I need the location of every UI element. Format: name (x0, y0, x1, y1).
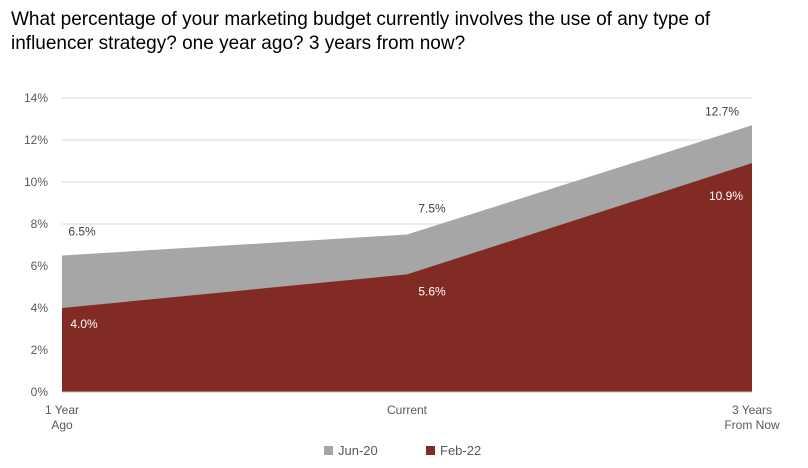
data-label-jun-20: 12.7% (705, 104, 739, 118)
x-tick-label: Ago (51, 418, 73, 432)
legend-label-jun-20: Jun-20 (338, 443, 378, 458)
data-labels: 6.5% 7.5% 12.7% 4.0% 5.6% 10.9% (68, 104, 743, 331)
data-label-jun-20: 6.5% (68, 225, 96, 239)
y-tick-label: 4% (31, 301, 49, 315)
x-tick-label: From Now (724, 418, 780, 432)
y-tick-label: 8% (31, 217, 49, 231)
x-tick-label: Current (387, 403, 428, 417)
area-series-feb-22 (62, 163, 752, 392)
data-label-feb-22: 4.0% (70, 317, 98, 331)
y-tick-label: 12% (24, 133, 48, 147)
data-label-feb-22: 10.9% (709, 189, 743, 203)
x-tick-label: 3 Years (732, 403, 772, 417)
y-tick-label: 0% (31, 385, 49, 399)
y-tick-label: 6% (31, 259, 49, 273)
legend-swatch-feb-22 (426, 446, 435, 455)
legend-label-feb-22: Feb-22 (440, 443, 481, 458)
data-label-feb-22: 5.6% (418, 284, 446, 298)
y-tick-label: 14% (24, 91, 48, 105)
series-areas (62, 125, 752, 393)
y-tick-label: 10% (24, 175, 48, 189)
data-label-jun-20: 7.5% (418, 202, 446, 216)
x-tick-label: 1 Year (45, 403, 79, 417)
chart-title: What percentage of your marketing budget… (11, 9, 711, 54)
y-tick-label: 2% (31, 343, 49, 357)
legend: Jun-20 Feb-22 (324, 443, 481, 458)
legend-swatch-jun-20 (324, 446, 333, 455)
